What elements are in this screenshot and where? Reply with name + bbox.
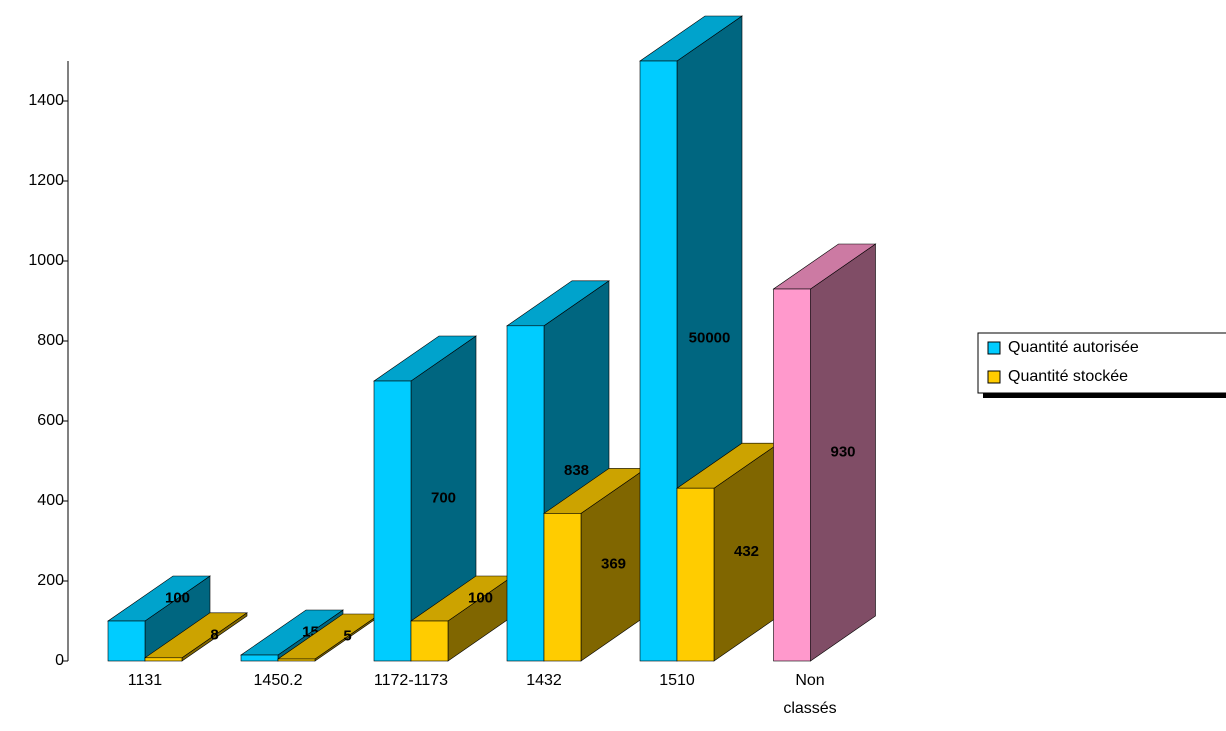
x-label-box: 1172-1173 <box>373 672 449 689</box>
bar-front <box>240 654 279 662</box>
x-label-box: Non classés <box>783 672 837 717</box>
value-label: 50000 <box>689 329 731 346</box>
x-tick-label: 1432 <box>526 672 562 689</box>
bar-front <box>277 658 316 662</box>
bar-front <box>373 380 412 662</box>
legend-swatch <box>987 341 1001 355</box>
bar-front <box>543 513 582 662</box>
y-tick-label: 1000 <box>28 252 64 269</box>
bar <box>144 612 248 662</box>
bar-front <box>506 325 545 662</box>
legend-box <box>977 332 1226 394</box>
y-tick-label: 1400 <box>28 92 64 109</box>
y-tick-label: 0 <box>55 652 64 669</box>
value-label: 432 <box>734 543 759 560</box>
bar <box>277 613 381 662</box>
x-tick-label: 1131 <box>127 672 163 689</box>
bar-front <box>676 487 715 662</box>
x-tick-label: 1510 <box>659 672 695 689</box>
x-tick-label: 1450.2 <box>253 672 303 689</box>
x-tick-label: Non classés <box>783 672 837 717</box>
legend-label: Quantité stockée <box>1008 368 1128 385</box>
x-label-box: 1131 <box>127 672 163 689</box>
legend-label: Quantité autorisée <box>1008 339 1139 356</box>
y-tick-label: 400 <box>37 492 64 509</box>
value-label: 8 <box>210 626 218 643</box>
value-label: 700 <box>431 489 456 506</box>
bar <box>543 467 647 662</box>
legend-swatch <box>987 370 1001 384</box>
value-label: 930 <box>830 443 855 460</box>
y-tick-label: 200 <box>37 572 64 589</box>
bar-front <box>773 288 811 662</box>
y-tick-label: 800 <box>37 332 64 349</box>
bar <box>410 575 514 662</box>
x-label-box: 1450.2 <box>253 672 303 689</box>
y-tick-label: 600 <box>37 412 64 429</box>
bar <box>772 243 877 662</box>
x-label-box: 1510 <box>659 672 695 689</box>
bar-front <box>144 657 183 662</box>
bar-front <box>410 620 449 662</box>
value-label: 100 <box>468 589 493 606</box>
value-label: 5 <box>343 627 351 644</box>
x-tick-label: 1172-1173 <box>373 672 449 689</box>
value-label: 369 <box>601 556 626 573</box>
value-label: 838 <box>564 462 589 479</box>
bar <box>676 442 780 662</box>
bar-front <box>639 60 678 662</box>
legend: Quantité autorisée Quantité stockée <box>977 332 1226 398</box>
y-tick-label: 1200 <box>28 172 64 189</box>
bar-front <box>107 620 146 662</box>
value-label: 100 <box>165 589 190 606</box>
bar <box>107 575 211 662</box>
x-label-box: 1432 <box>526 672 562 689</box>
